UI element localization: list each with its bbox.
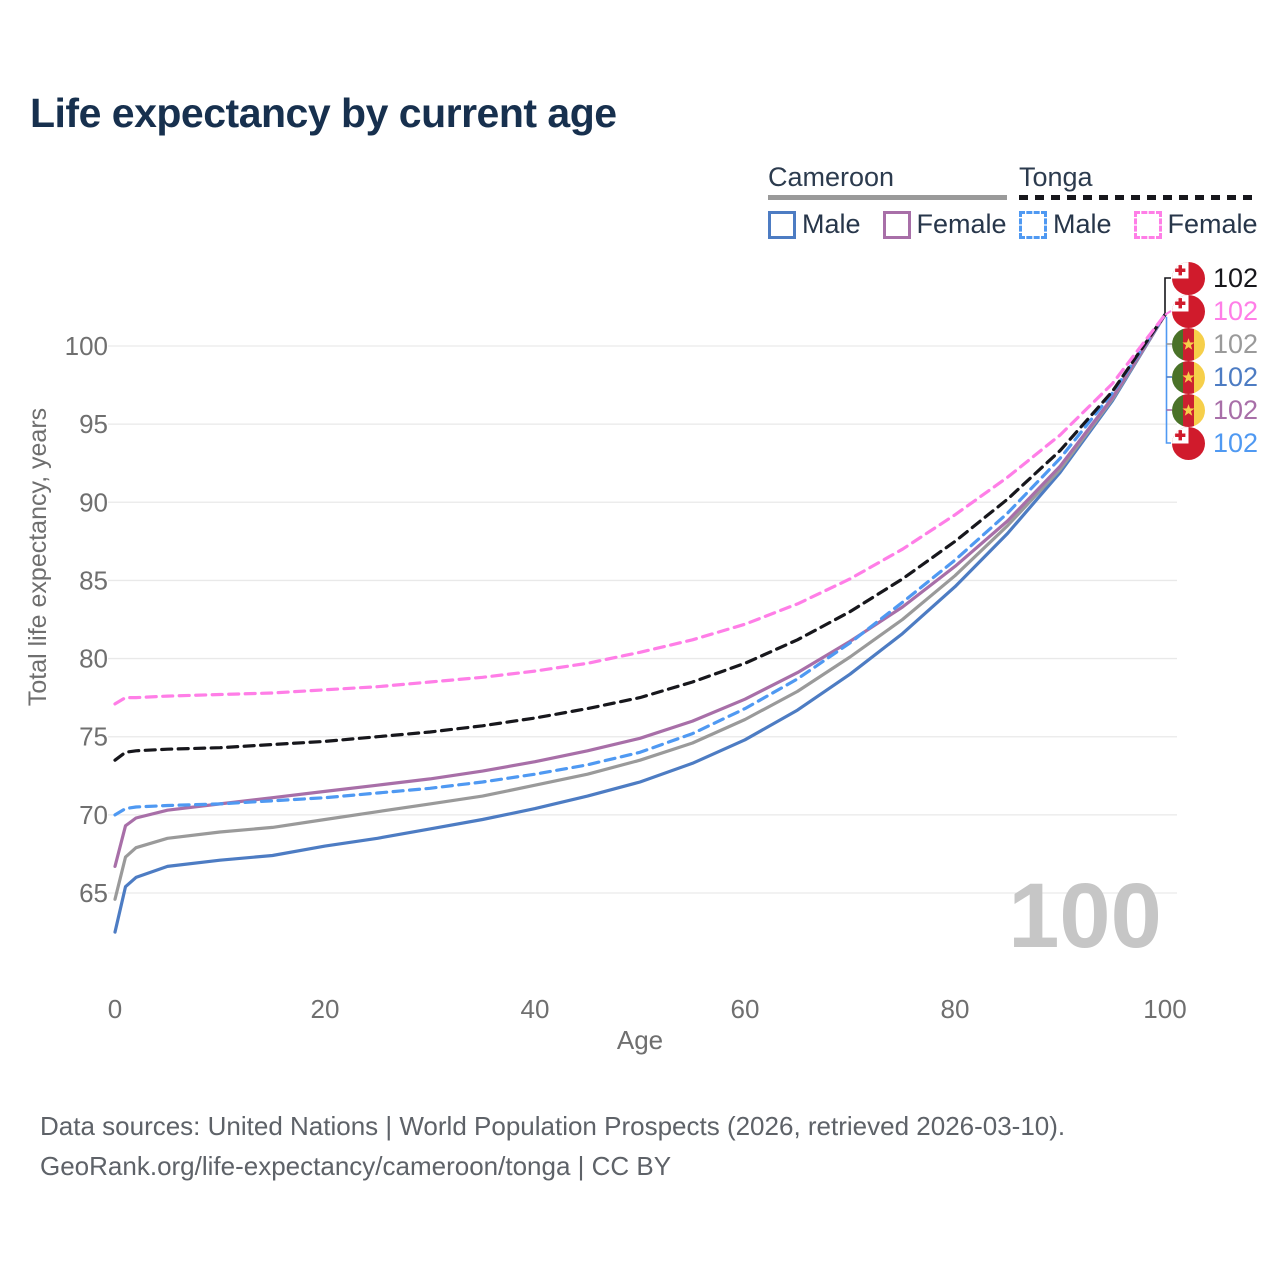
y-axis-label: Total life expectancy, years	[24, 408, 52, 706]
y-tick-85: 85	[79, 565, 108, 595]
y-tick-95: 95	[79, 409, 108, 439]
legend-group-tonga: Tonga Male Female	[1019, 162, 1258, 240]
legend-label: Male	[1053, 209, 1112, 239]
legend-underline-cameroon	[768, 195, 1007, 200]
legend-swatch-tonga-female	[1133, 210, 1162, 239]
x-tick-80: 80	[941, 994, 970, 1024]
end-label-cameroon-3: 102	[1172, 361, 1258, 394]
tonga-flag-icon	[1172, 427, 1205, 460]
y-tick-90: 90	[79, 487, 108, 517]
end-label-tonga-1: 102	[1172, 295, 1258, 328]
x-tick-0: 0	[108, 994, 122, 1024]
series-line-tonga-both[interactable]	[113, 313, 1167, 762]
legend-underline-tonga	[1019, 195, 1258, 200]
end-label-cameroon-2: 102	[1172, 328, 1258, 361]
end-label-value: 102	[1213, 328, 1259, 359]
legend-label: Female	[1167, 209, 1258, 239]
series-line-cameroon-both[interactable]	[113, 313, 1167, 901]
y-tick-65: 65	[79, 878, 108, 908]
series-line-cameroon-male[interactable]	[113, 313, 1167, 934]
series-line-tonga-female[interactable]	[113, 313, 1167, 706]
legend-item-cameroon-male[interactable]: Male	[768, 209, 861, 240]
cameroon-flag-icon	[1172, 328, 1205, 361]
legend-swatch-tonga-male	[1019, 210, 1047, 239]
page-title: Life expectancy by current age	[30, 90, 617, 136]
legend-item-tonga-male[interactable]: Male	[1019, 209, 1112, 240]
leader-line-5	[1165, 316, 1171, 444]
end-label-value: 102	[1213, 394, 1259, 425]
legend-header-tonga[interactable]: Tonga	[1019, 162, 1093, 192]
end-label-cameroon-4: 102	[1172, 394, 1258, 427]
end-label-value: 102	[1213, 262, 1259, 293]
footer-line-attribution: GeoRank.org/life-expectancy/cameroon/ton…	[40, 1151, 672, 1181]
leader-line-0	[1164, 277, 1171, 315]
legend-swatch-cameroon-male	[768, 210, 796, 239]
legend-label: Female	[916, 209, 1007, 239]
legend-group-cameroon: Cameroon Male Female	[768, 162, 1007, 240]
series-line-tonga-male[interactable]	[113, 313, 1167, 817]
tonga-flag-icon	[1172, 262, 1205, 295]
x-tick-20: 20	[311, 994, 340, 1024]
legend-item-tonga-female[interactable]: Female	[1133, 209, 1258, 240]
x-tick-60: 60	[731, 994, 760, 1024]
x-tick-100: 100	[1143, 994, 1186, 1024]
end-label-value: 102	[1213, 427, 1259, 458]
tonga-flag-icon	[1172, 295, 1205, 328]
cameroon-flag-icon	[1172, 361, 1205, 394]
y-tick-70: 70	[79, 800, 108, 830]
end-label-value: 102	[1213, 361, 1259, 392]
x-axis-label: Age	[617, 1025, 663, 1055]
age-watermark: 100	[1008, 865, 1162, 967]
x-tick-40: 40	[521, 994, 550, 1024]
y-tick-100: 100	[65, 331, 108, 361]
legend-swatch-cameroon-female	[882, 210, 911, 239]
cameroon-flag-icon	[1172, 394, 1205, 427]
legend-header-cameroon[interactable]: Cameroon	[768, 162, 895, 192]
data-source-footer: Data sources: United Nations | World Pop…	[40, 1106, 1065, 1186]
y-tick-75: 75	[79, 722, 108, 752]
leader-line-1	[1164, 310, 1172, 316]
legend-item-cameroon-female[interactable]: Female	[882, 209, 1007, 240]
legend-label: Male	[802, 209, 861, 239]
end-label-value: 102	[1213, 295, 1259, 326]
y-tick-80: 80	[79, 644, 108, 674]
end-label-tonga-5: 102	[1172, 427, 1258, 460]
end-label-tonga-0: 102	[1172, 262, 1258, 295]
footer-line-sources: Data sources: United Nations | World Pop…	[40, 1111, 1066, 1141]
